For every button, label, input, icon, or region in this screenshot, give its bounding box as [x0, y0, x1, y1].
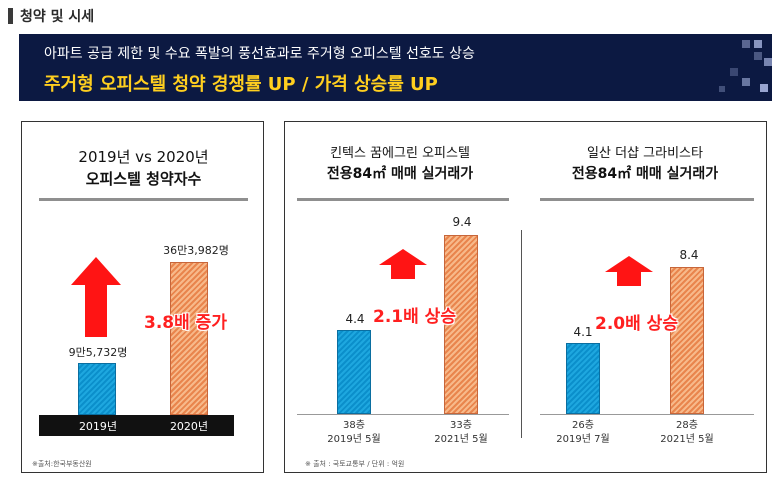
- growth-annotation: 2.0배 상승: [595, 314, 678, 334]
- bar-2021: [444, 235, 478, 414]
- bar-2019: [78, 363, 116, 415]
- data-label: 4.1: [573, 325, 593, 339]
- x-tick-label: 38층 2019년 5월: [327, 420, 381, 445]
- up-arrow-icon: [605, 256, 653, 286]
- data-label: 36만3,982명: [163, 244, 229, 257]
- data-label: 4.4: [345, 312, 365, 326]
- bar-2021: [670, 267, 704, 414]
- title-underline: [297, 198, 509, 201]
- source-note: ※출처:한국부동산원: [32, 460, 92, 468]
- chart-divider: [521, 230, 522, 438]
- banner-pixel-decoration: [764, 58, 772, 66]
- x-tick-label: 2020년: [169, 419, 209, 433]
- bar-2019: [337, 330, 371, 414]
- chart-title: 킨텍스 꿈에그린 오피스텔 전용84㎡ 매매 실거래가: [326, 146, 474, 182]
- source-note: ※ 출처 : 국토교통부 / 단위 : 억원: [305, 460, 405, 468]
- section-title: 청약 및 시세: [20, 9, 95, 25]
- chart-title: 일산 더샵 그라비스타 전용84㎡ 매매 실거래가: [571, 146, 719, 182]
- data-label: 9.4: [452, 215, 472, 229]
- banner-pixel-decoration: [760, 84, 768, 92]
- x-tick-label: 2019년: [78, 419, 118, 433]
- data-label: 9만5,732명: [68, 346, 128, 359]
- banner-pixel-decoration: [719, 86, 725, 92]
- bar-2020: [170, 262, 208, 415]
- up-arrow-icon: [71, 257, 121, 337]
- x-axis: [540, 414, 754, 415]
- up-arrow-icon: [379, 249, 427, 279]
- growth-annotation: 3.8배 증가: [144, 313, 227, 333]
- banner-pixel-decoration: [754, 52, 762, 60]
- subscribers-chart-panel: 2019년 vs 2020년 오피스텔 청약자수 36만3,982명 9만5,7…: [21, 121, 264, 473]
- banner-pixel-decoration: [754, 40, 762, 48]
- banner-headline: 주거형 오피스텔 청약 경쟁률 UP / 가격 상승률 UP: [44, 74, 438, 95]
- price-chart-panel: 킨텍스 꿈에그린 오피스텔 전용84㎡ 매매 실거래가 9.4 4.4 2.1배…: [284, 121, 767, 473]
- chart-title: 2019년 vs 2020년 오피스텔 청약자수: [78, 148, 209, 188]
- banner-pixel-decoration: [730, 68, 738, 76]
- x-axis: [297, 414, 509, 415]
- title-underline: [540, 198, 754, 201]
- section-marker: [8, 8, 13, 24]
- banner-subheadline: 아파트 공급 제한 및 수요 폭발의 풍선효과로 주거형 오피스텔 선호도 상승: [44, 46, 475, 62]
- banner-pixel-decoration: [742, 78, 750, 86]
- x-tick-label: 28층 2021년 5월: [660, 420, 714, 445]
- x-tick-label: 26층 2019년 7월: [556, 420, 610, 445]
- x-axis: 2019년 2020년: [39, 415, 234, 436]
- bar-2019: [566, 343, 600, 414]
- x-tick-label: 33층 2021년 5월: [434, 420, 488, 445]
- growth-annotation: 2.1배 상승: [373, 307, 456, 327]
- section-header: 청약 및 시세: [8, 6, 94, 26]
- headline-banner: 아파트 공급 제한 및 수요 폭발의 풍선효과로 주거형 오피스텔 선호도 상승…: [19, 34, 772, 101]
- banner-pixel-decoration: [742, 40, 750, 48]
- title-underline: [39, 198, 248, 201]
- data-label: 8.4: [679, 248, 699, 262]
